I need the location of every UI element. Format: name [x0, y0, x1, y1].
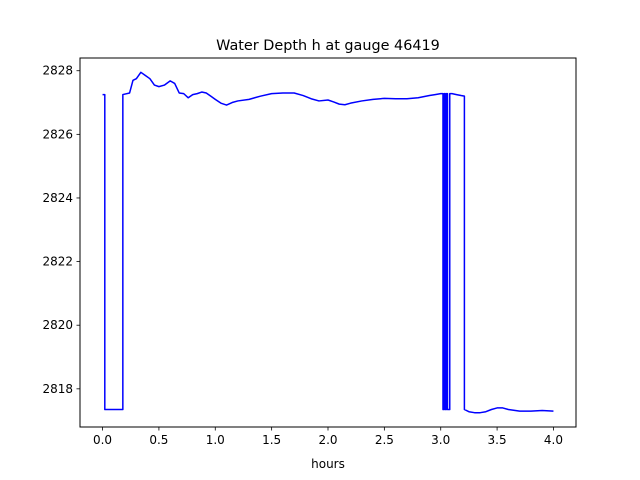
- series-layer: [102, 71, 554, 414]
- x-tick-label: 0.5: [149, 433, 168, 447]
- x-tick-label: 0.0: [93, 433, 112, 447]
- x-axis: 0.0 0.5 1.0 1.5 2.0 2.5 3.0 3.5 4.0: [93, 427, 563, 447]
- y-tick-label: 2820: [42, 318, 73, 332]
- y-tick-label: 2826: [42, 127, 73, 141]
- y-tick-label: 2824: [42, 191, 73, 205]
- plot-area: 0.0 0.5 1.0 1.5 2.0 2.5 3.0 3.5 4.0 2818 2820 2822…: [42, 57, 577, 447]
- x-tick-label: 1.5: [262, 433, 281, 447]
- x-tick-label: 1.0: [206, 433, 225, 447]
- x-tick-label: 3.0: [431, 433, 450, 447]
- y-tick-label: 2828: [42, 64, 73, 78]
- x-tick-label: 2.5: [375, 433, 394, 447]
- y-axis: 2818 2820 2822 2824 2826 2828: [42, 64, 80, 396]
- chart-title: Water Depth h at gauge 46419: [216, 38, 440, 54]
- x-tick-label: 3.5: [488, 433, 507, 447]
- series-line-0: [102, 71, 554, 414]
- y-tick-label: 2818: [42, 382, 73, 396]
- x-tick-label: 4.0: [544, 433, 563, 447]
- x-tick-label: 2.0: [318, 433, 337, 447]
- x-axis-label: hours: [311, 457, 345, 471]
- y-tick-label: 2822: [42, 255, 73, 269]
